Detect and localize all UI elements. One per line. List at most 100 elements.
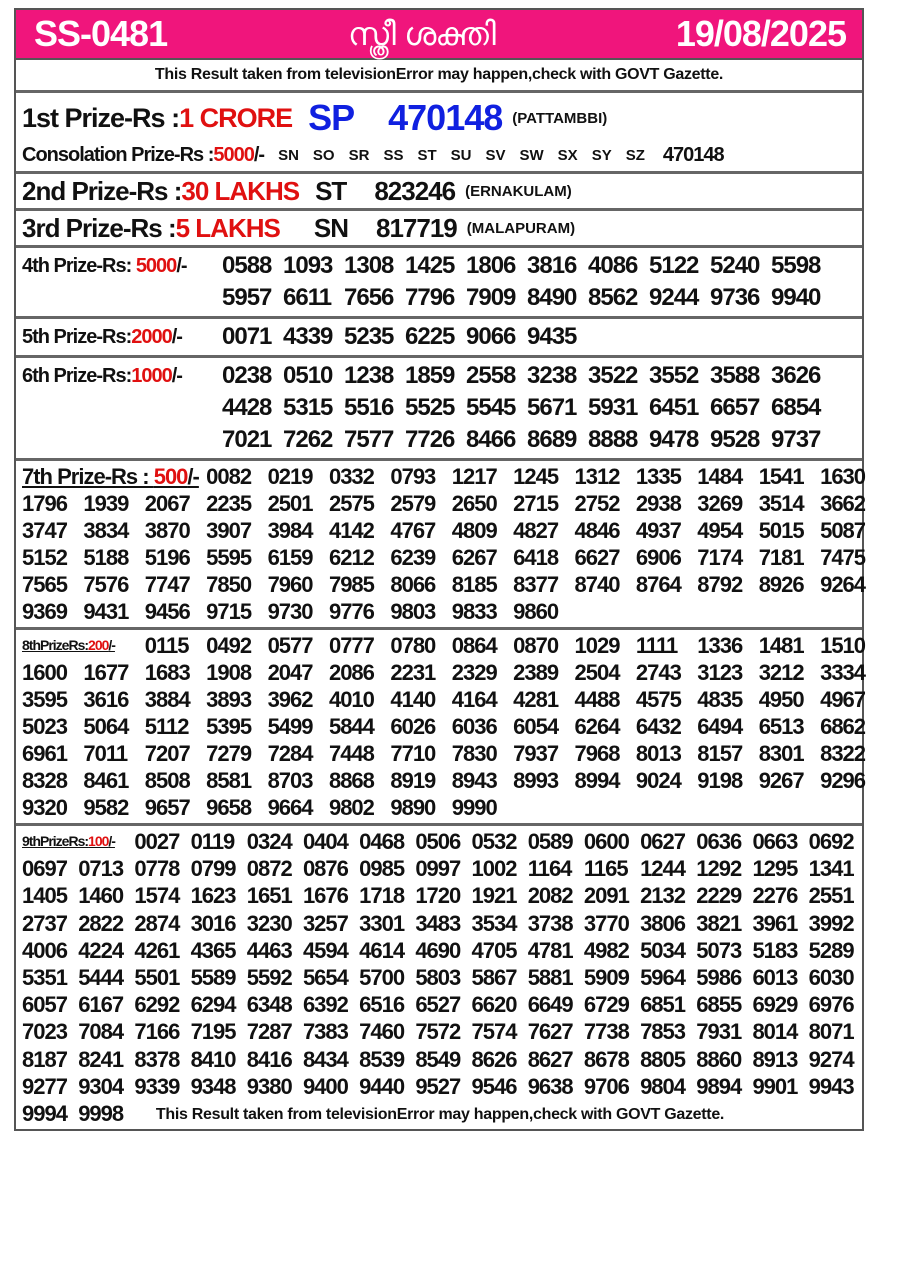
seventh-prize-number: 2579 <box>390 491 436 516</box>
seventh-prize-number: 1939 <box>83 491 129 516</box>
seventh-prize-number: 8926 <box>758 572 805 597</box>
eighth-prize-number: 5064 <box>83 714 129 739</box>
first-prize-series: SP <box>308 97 355 138</box>
draw-date: 19/08/2025 <box>675 13 847 54</box>
ninth-prize-number: 6392 <box>302 992 349 1018</box>
eighth-prize-number: 4164 <box>451 687 498 712</box>
fifth-prize-label-text: 5th Prize-Rs: <box>22 326 132 348</box>
ninth-prize-number: 1165 <box>583 856 629 882</box>
fourth-prize-amount: 5000 <box>135 255 177 277</box>
eighth-prize-number: 8943 <box>451 768 498 793</box>
seventh-prize-number: 4937 <box>635 518 682 543</box>
ninth-prize-number: 0589 <box>527 829 574 854</box>
ninth-prize-number: 7084 <box>78 1019 124 1045</box>
eighth-prize-number: 1677 <box>83 660 129 685</box>
ninth-prize-number: 8678 <box>583 1046 630 1072</box>
fourth-prize-label-text: 4th Prize-Rs: <box>22 255 136 277</box>
ninth-prize-number: 3230 <box>246 910 293 936</box>
disclaimer: This Result taken from televisionError m… <box>16 60 862 93</box>
ninth-prize-number: 9304 <box>78 1073 124 1099</box>
eighth-prize-number: 8157 <box>697 741 743 766</box>
eighth-prize-number: 6862 <box>820 714 866 739</box>
result-sheet: SS-0481 സ്ത്രീ ശക്തി 19/08/2025 This Res… <box>14 8 866 1132</box>
sixth-prize-number: 9737 <box>771 426 821 453</box>
eighth-prize-section: 8thPrizeRs:200/- 0115 0492 0577 0777 0780 0864… <box>16 630 866 826</box>
seventh-prize-number: 9431 <box>83 599 129 624</box>
seventh-prize-number: 7960 <box>267 572 314 597</box>
third-prize-series: SN <box>313 212 349 243</box>
seventh-prize-number: 4809 <box>451 518 498 543</box>
eighth-prize-number: 6494 <box>697 714 743 739</box>
ninth-prize-number: 6013 <box>752 965 798 991</box>
fourth-prize-number: 8562 <box>588 284 638 311</box>
ninth-prize-number: 5803 <box>415 965 461 991</box>
ninth-prize-number: 7287 <box>246 1019 293 1045</box>
seventh-prize-number: 1335 <box>635 464 682 489</box>
ninth-prize-number: 1623 <box>190 883 237 909</box>
second-prize-series: ST <box>315 175 347 206</box>
ninth-prize-number: 2132 <box>640 883 686 909</box>
ninth-prize-number: 1341 <box>808 856 855 882</box>
sixth-prize-number: 3238 <box>527 362 577 389</box>
eighth-prize-number: 4575 <box>635 687 682 712</box>
fifth-prize-number: 5235 <box>344 323 394 350</box>
sixth-prize-number: 0510 <box>283 362 333 389</box>
eighth-prize-number: 3884 <box>144 687 191 712</box>
seventh-prize-label: 7th Prize-Rs : 500/- <box>22 463 206 490</box>
consolation-series: SN <box>278 146 299 164</box>
sixth-prize-number: 8466 <box>466 426 516 453</box>
ninth-prize-number: 6851 <box>640 992 686 1018</box>
sixth-prize-number: 9478 <box>649 426 699 453</box>
eighth-prize-number: 3616 <box>83 687 129 712</box>
seventh-prize-number: 9860 <box>513 599 559 624</box>
eighth-prize-number: 6026 <box>390 714 436 739</box>
consolation-series: SO <box>312 146 335 164</box>
ninth-prize-number: 1295 <box>752 856 798 882</box>
seventh-prize-number: 1217 <box>451 464 498 489</box>
fourth-prize-number: 5598 <box>771 252 821 279</box>
seventh-prize-number: 3834 <box>83 518 129 543</box>
sixth-prize-amount: 1000 <box>131 365 172 387</box>
eighth-prize-label: 8thPrizeRs:200/- <box>22 632 145 659</box>
sixth-prize-number: 1238 <box>344 362 394 389</box>
seventh-prize-number: 9715 <box>206 599 252 624</box>
eighth-prize-number: 9658 <box>206 795 252 820</box>
second-prize-number: 823246 <box>374 175 456 206</box>
fourth-prize-number: 1308 <box>344 252 394 279</box>
ninth-prize-number: 2082 <box>527 883 574 909</box>
eighth-prize-number: 8868 <box>328 768 375 793</box>
ninth-prize-number: 9277 <box>22 1073 68 1099</box>
consolation-series: SW <box>519 146 544 164</box>
eighth-prize-label-text: 8thPrizeRs: <box>22 637 89 653</box>
ninth-prize-number: 5592 <box>246 965 293 991</box>
seventh-prize-number: 6159 <box>267 545 314 570</box>
ninth-prize-number: 3301 <box>359 910 405 936</box>
fifth-prize-number: 9066 <box>466 323 516 350</box>
fifth-prize-number: 6225 <box>405 323 455 350</box>
third-prize-number: 817719 <box>375 212 458 243</box>
fourth-prize-number: 4086 <box>588 252 638 279</box>
fifth-prize-suffix: /- <box>171 326 183 348</box>
eighth-prize-number: 1336 <box>697 633 743 658</box>
ninth-prize-number: 6527 <box>415 992 461 1018</box>
fourth-prize-number: 1806 <box>466 252 516 279</box>
ninth-prize-number: 1921 <box>471 883 518 909</box>
third-prize-amount: 5 LAKHS <box>175 212 281 243</box>
ninth-prize-number: 9994 <box>22 1101 68 1127</box>
sixth-prize-label: 6th Prize-Rs:1000/- <box>22 360 222 392</box>
ninth-prize-number: 4463 <box>246 937 293 963</box>
sixth-prize-number: 6451 <box>649 394 699 421</box>
seventh-prize-number: 3269 <box>697 491 743 516</box>
seventh-prize-number: 4142 <box>328 518 375 543</box>
ninth-prize-number: 6649 <box>527 992 574 1018</box>
seventh-prize-number: 9369 <box>22 599 68 624</box>
eighth-prize-number: 8508 <box>144 768 191 793</box>
eighth-prize-number: 2504 <box>574 660 621 685</box>
seventh-prize-number: 7565 <box>22 572 68 597</box>
eighth-prize-number: 5395 <box>206 714 252 739</box>
seventh-prize-number: 7850 <box>206 572 252 597</box>
ninth-prize-number: 1676 <box>302 883 349 909</box>
fourth-prize-number: 7796 <box>405 284 455 311</box>
consolation-series: ST <box>417 146 437 164</box>
ninth-prize-number: 2091 <box>583 883 630 909</box>
